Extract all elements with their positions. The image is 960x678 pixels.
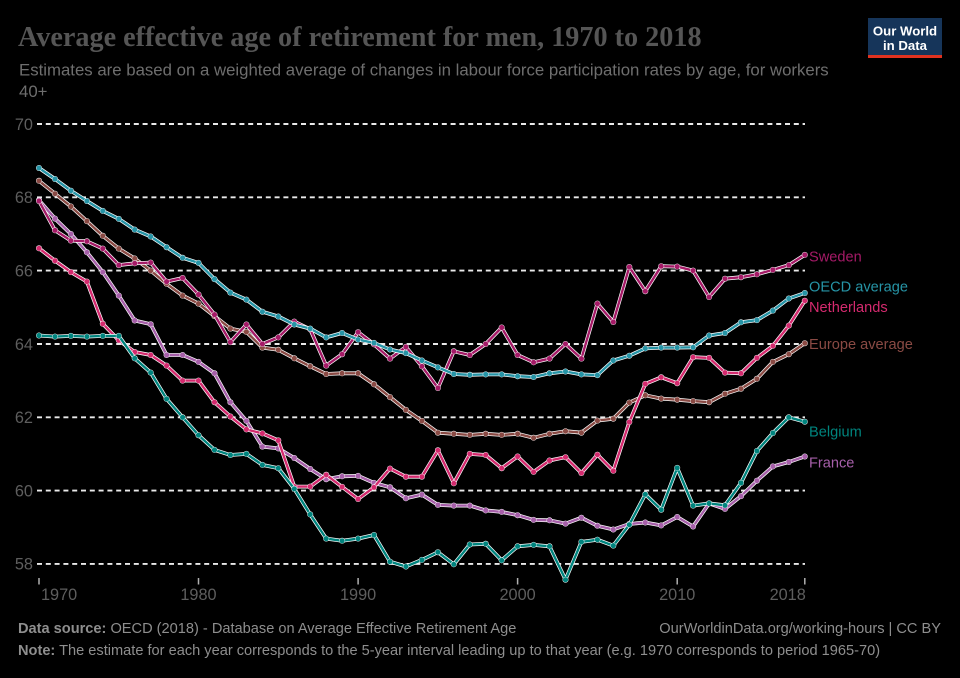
svg-text:Europe average: Europe average [809,337,913,353]
svg-text:64: 64 [15,336,33,354]
svg-text:Belgium: Belgium [809,425,862,441]
svg-text:Sweden: Sweden [809,250,862,266]
svg-text:in Data: in Data [883,38,928,53]
svg-text:Note: The estimate for each ye: Note: The estimate for each year corresp… [18,643,880,659]
svg-text:Netherlands: Netherlands [809,300,888,316]
svg-text:70: 70 [15,116,33,134]
svg-text:France: France [809,455,854,471]
svg-text:60: 60 [15,482,33,500]
svg-text:Estimates are based on a weigh: Estimates are based on a weighted averag… [19,61,829,80]
svg-text:OECD average: OECD average [809,280,908,296]
svg-text:2010: 2010 [659,586,695,604]
svg-text:Our World: Our World [873,24,937,39]
svg-text:40+: 40+ [19,82,47,101]
svg-text:OurWorldinData.org/working-hou: OurWorldinData.org/working-hours | CC BY [659,621,941,637]
svg-text:68: 68 [15,189,33,207]
svg-text:2000: 2000 [499,586,535,604]
svg-text:62: 62 [15,409,33,427]
svg-text:1980: 1980 [180,586,216,604]
svg-text:58: 58 [15,556,33,574]
svg-text:Average effective age of retir: Average effective age of retirement for … [18,22,702,53]
svg-text:1990: 1990 [340,586,376,604]
svg-text:Data source: OECD (2018) - Dat: Data source: OECD (2018) - Database on A… [18,621,516,637]
svg-text:2018: 2018 [770,586,806,604]
svg-text:66: 66 [15,262,33,280]
svg-text:1970: 1970 [41,586,77,604]
